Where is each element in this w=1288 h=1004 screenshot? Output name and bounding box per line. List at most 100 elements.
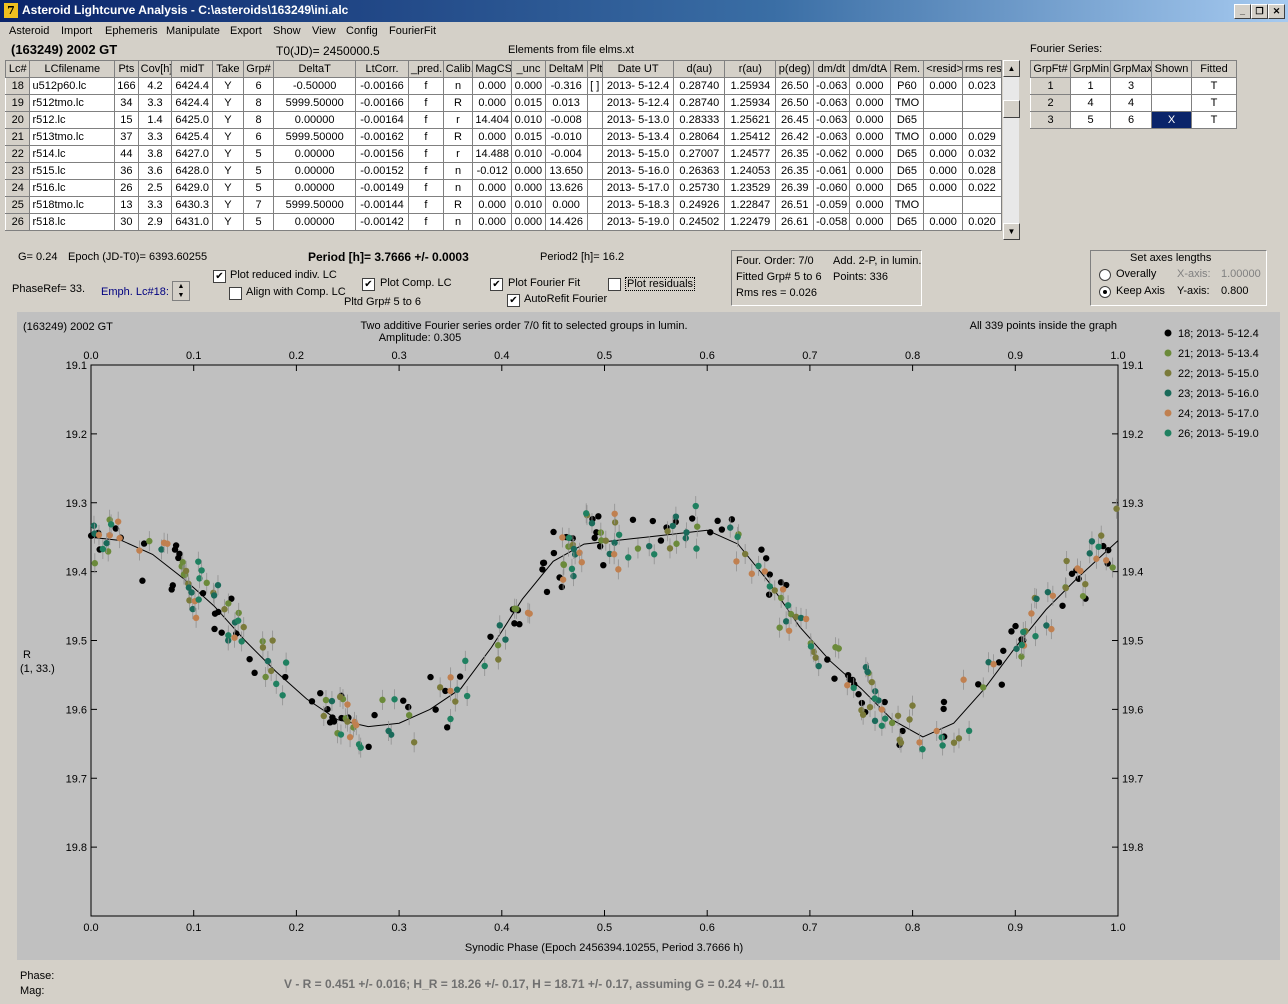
table-cell[interactable]: f <box>408 111 444 129</box>
table-cell[interactable]: 0.000 <box>472 179 513 197</box>
table-cell[interactable]: 14.404 <box>472 111 513 129</box>
table-cell[interactable]: 8 <box>242 111 275 129</box>
table-cell[interactable]: 0.000 <box>923 145 964 163</box>
column-header[interactable]: GrpMax <box>1110 60 1152 78</box>
table-cell[interactable]: 0.000 <box>848 145 891 163</box>
table-cell[interactable] <box>586 94 603 112</box>
table-cell[interactable]: 0.000 <box>544 196 588 214</box>
table-cell[interactable]: 37 <box>114 128 139 146</box>
table-cell[interactable]: T <box>1191 77 1237 95</box>
table-cell[interactable]: 0.000 <box>848 179 891 197</box>
table-cell[interactable]: 3 <box>1110 77 1152 95</box>
table-cell[interactable]: r <box>442 111 474 129</box>
table-cell[interactable]: X <box>1151 111 1192 129</box>
table-cell[interactable]: 0.00000 <box>273 111 356 129</box>
table-cell[interactable] <box>1151 77 1192 95</box>
table-cell[interactable]: D65 <box>889 145 925 163</box>
table-cell[interactable] <box>962 111 1002 129</box>
plot-residuals-checkbox[interactable] <box>608 278 621 291</box>
table-cell[interactable]: 166 <box>114 77 139 95</box>
table-cell[interactable]: -0.004 <box>544 145 588 163</box>
table-cell[interactable]: -0.062 <box>813 145 850 163</box>
table-cell[interactable]: 1.22479 <box>724 213 777 231</box>
table-cell[interactable]: 34 <box>114 94 139 112</box>
table-cell[interactable]: 1.24577 <box>724 145 777 163</box>
table-cell[interactable]: -0.00164 <box>354 111 410 129</box>
table-cell[interactable]: -0.058 <box>813 213 850 231</box>
table-cell[interactable]: 26.35 <box>775 145 815 163</box>
table-cell[interactable]: 26 <box>114 179 139 197</box>
table-cell[interactable]: -0.00166 <box>354 94 410 112</box>
emph-spinner[interactable]: ▲ ▼ <box>172 281 190 301</box>
table-cell[interactable]: -0.00142 <box>354 213 410 231</box>
table-cell[interactable]: 0.00000 <box>273 162 356 180</box>
lightcurve-plot[interactable]: 0.0 0.0 0.1 0.1 0.2 0.2 0.3 0.3 0.4 0.4 0.5 0.5 0.6 0… <box>17 312 1280 960</box>
table-cell[interactable]: 2 <box>1030 94 1071 112</box>
table-cell[interactable]: -0.063 <box>813 111 850 129</box>
column-header[interactable]: Take <box>212 60 244 78</box>
menu-import[interactable]: Import <box>61 25 93 37</box>
table-cell[interactable] <box>586 128 603 146</box>
column-header[interactable]: GrpMin <box>1070 60 1111 78</box>
table-cell[interactable]: Y <box>212 77 244 95</box>
table-cell[interactable]: 0.022 <box>962 179 1002 197</box>
table-cell[interactable]: 0.010 <box>511 196 546 214</box>
menu-fourierfit[interactable]: FourierFit <box>389 25 437 37</box>
table-cell[interactable]: -0.00162 <box>354 128 410 146</box>
column-header[interactable]: Plt <box>586 60 603 78</box>
table-cell[interactable]: 0.000 <box>472 213 513 231</box>
table-cell[interactable]: 0.00000 <box>273 145 356 163</box>
table-cell[interactable]: 0.000 <box>511 162 546 180</box>
table-cell[interactable]: 0.028 <box>962 162 1002 180</box>
table-cell[interactable]: 15 <box>114 111 139 129</box>
table-cell[interactable]: [ ] <box>586 77 603 95</box>
menu-show[interactable]: Show <box>273 25 301 37</box>
table-cell[interactable]: r512.lc <box>29 111 116 129</box>
column-header[interactable]: LtCorr. <box>354 60 410 78</box>
table-row[interactable]: 23 r515.lc 36 3.6 6428.0 Y 5 0.00000 -0.00152 f n -… <box>4 162 1002 180</box>
table-cell[interactable]: f <box>408 94 444 112</box>
table-cell[interactable]: 1.22847 <box>724 196 777 214</box>
table-cell[interactable]: 0.032 <box>962 145 1002 163</box>
table-cell[interactable]: -0.063 <box>813 128 850 146</box>
table-cell[interactable]: T <box>1191 94 1237 112</box>
lightcurve-table[interactable]: Lc# LCfilename Pts Cov[h] midT Take Grp# DeltaT… <box>4 60 1002 231</box>
table-cell[interactable]: 2013- 5-13.0 <box>601 111 675 129</box>
table-cell[interactable]: R <box>442 196 474 214</box>
table-cell[interactable]: 0.000 <box>923 128 964 146</box>
table-cell[interactable]: 20 <box>4 111 31 129</box>
plot-fourier-checkbox[interactable]: ✔ <box>490 278 503 291</box>
table-row[interactable]: 22 r514.lc 44 3.8 6427.0 Y 5 0.00000 -0.00156 f r 1… <box>4 145 1002 163</box>
column-header[interactable]: d(au) <box>673 60 726 78</box>
table-cell[interactable]: D65 <box>889 111 925 129</box>
table-cell[interactable]: 2013- 5-19.0 <box>601 213 675 231</box>
table-cell[interactable]: 0.00000 <box>273 213 356 231</box>
scroll-thumb[interactable] <box>1003 100 1020 118</box>
table-cell[interactable]: 0.28740 <box>673 77 726 95</box>
plot-reduced-checkbox[interactable]: ✔ <box>213 270 226 283</box>
table-cell[interactable]: 0.000 <box>848 77 891 95</box>
table-cell[interactable]: 14.426 <box>544 213 588 231</box>
column-header[interactable]: Date UT <box>601 60 675 78</box>
table-cell[interactable]: -0.010 <box>544 128 588 146</box>
table-cell[interactable]: 1.23529 <box>724 179 777 197</box>
table-cell[interactable]: f <box>408 128 444 146</box>
table-cell[interactable]: 5999.50000 <box>273 128 356 146</box>
table-cell[interactable]: 0.24502 <box>673 213 726 231</box>
align-checkbox[interactable] <box>229 287 242 300</box>
table-cell[interactable]: 26.45 <box>775 111 815 129</box>
table-cell[interactable]: 6 <box>1110 111 1152 129</box>
table-cell[interactable]: 5 <box>242 162 275 180</box>
table-cell[interactable]: 8 <box>242 94 275 112</box>
menu-export[interactable]: Export <box>230 25 262 37</box>
table-cell[interactable]: 2013- 5-12.4 <box>601 94 675 112</box>
table-row[interactable]: 18 u512p60.lc 166 4.2 6424.4 Y 6 -0.50000 -0.001… <box>4 77 1002 95</box>
table-cell[interactable]: 7 <box>242 196 275 214</box>
table-cell[interactable]: 6 <box>242 128 275 146</box>
table-cell[interactable]: r514.lc <box>29 145 116 163</box>
table-cell[interactable]: -0.00152 <box>354 162 410 180</box>
table-cell[interactable]: 2013- 5-18.3 <box>601 196 675 214</box>
table-cell[interactable]: 6424.4 <box>171 77 214 95</box>
